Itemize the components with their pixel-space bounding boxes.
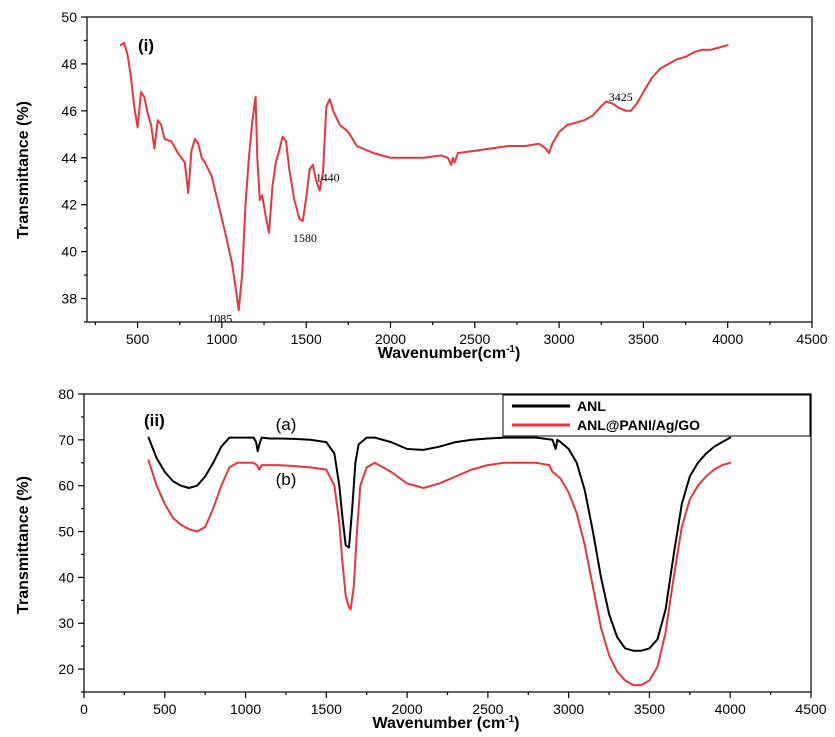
panel-label-i: (i) [138, 36, 154, 55]
legend-box [502, 394, 811, 437]
x-tick-label-ii: 4500 [795, 701, 826, 717]
y-tick-label-i: 42 [61, 197, 77, 213]
annotation-i: 1085 [208, 311, 232, 325]
legend: ANL ANL@PANI/Ag/GO [502, 394, 811, 437]
y-axis-title-i: Transmittance (%) [15, 101, 32, 239]
annotation-i: 3425 [609, 90, 633, 104]
x-tick-label-ii: 2000 [392, 701, 423, 717]
x-tick-label-i: 4000 [712, 331, 743, 347]
chart-panel-ii: (ii) Transmittance (%) Wavenumber (cm-1)… [15, 386, 827, 732]
y-tick-label-i: 38 [61, 291, 77, 307]
y-tick-label-ii: 80 [58, 386, 74, 402]
x-axis-title-ii: Wavenumber (cm-1) [372, 714, 519, 732]
panel-label-ii: (ii) [144, 411, 165, 430]
x-tick-label-i: 4500 [796, 331, 827, 347]
y-tick-label-i: 48 [61, 56, 77, 72]
x-tick-label-ii: 0 [80, 701, 88, 717]
x-tick-label-ii: 500 [153, 701, 177, 717]
x-tick-label-ii: 4000 [715, 701, 746, 717]
y-tick-label-ii: 60 [58, 478, 74, 494]
series-line-i-series-0 [119, 41, 729, 312]
x-tick-label-i: 3500 [628, 331, 659, 347]
plot-frame-ii [83, 393, 812, 693]
annotation-ii: (b) [276, 470, 297, 489]
annotation-i: 1580 [293, 231, 317, 245]
y-tick-label-ii: 50 [58, 524, 74, 540]
series-line-ii-anl [147, 436, 732, 652]
x-tick-label-i: 1500 [291, 331, 322, 347]
series-line-ii-anl-pani-ag-go [147, 459, 732, 687]
x-tick-label-ii: 3500 [634, 701, 665, 717]
y-tick-label-ii: 70 [58, 432, 74, 448]
y-tick-label-i: 40 [61, 244, 77, 260]
plot-frame-i [86, 16, 813, 323]
y-tick-label-i: 50 [61, 9, 77, 25]
x-tick-label-i: 1000 [206, 331, 237, 347]
y-tick-label-i: 44 [61, 150, 77, 166]
x-tick-label-ii: 2500 [472, 701, 503, 717]
x-tick-label-ii: 3000 [553, 701, 584, 717]
x-tick-label-i: 2500 [459, 331, 490, 347]
x-tick-label-ii: 1000 [230, 701, 261, 717]
annotation-i: 1440 [316, 170, 340, 184]
chart-panel-i: (i) Transmittance (%) Wavenumber(cm-1) 5… [15, 9, 828, 362]
y-axis-title-ii: Transmittance (%) [15, 476, 32, 614]
annotation-ii: (a) [276, 415, 297, 434]
x-tick-label-i: 2000 [375, 331, 406, 347]
legend-label-anl: ANL [577, 398, 606, 414]
x-tick-label-i: 3000 [544, 331, 575, 347]
legend-label-anl-pani: ANL@PANI/Ag/GO [577, 417, 700, 433]
x-axis-title-i: Wavenumber(cm-1) [378, 344, 521, 362]
y-tick-label-ii: 30 [58, 615, 74, 631]
x-tick-label-i: 500 [126, 331, 150, 347]
x-tick-label-ii: 1500 [311, 701, 342, 717]
y-tick-label-ii: 20 [58, 661, 74, 677]
y-tick-label-ii: 40 [58, 569, 74, 585]
y-tick-label-i: 46 [61, 103, 77, 119]
